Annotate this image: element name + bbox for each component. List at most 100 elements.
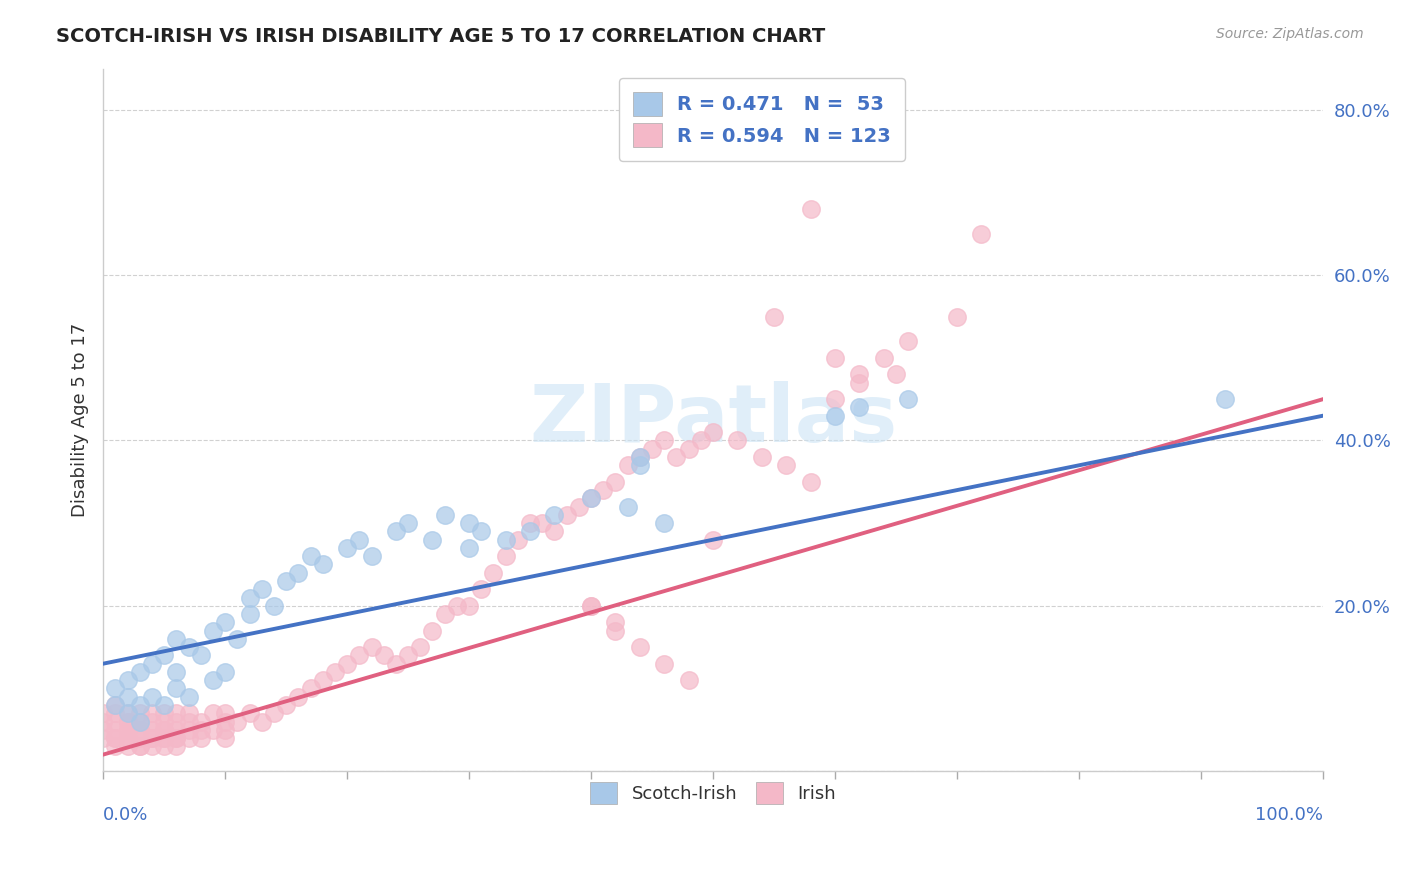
Point [458, 516, 481, 530]
Point [128, 698, 150, 712]
Point [605, 615, 627, 630]
Point [312, 558, 335, 572]
Point [385, 524, 408, 539]
Point [201, 673, 224, 688]
Point [165, 723, 187, 737]
Point [214, 731, 236, 745]
Point [117, 706, 139, 721]
Point [104, 723, 127, 737]
Text: ZIPatlas: ZIPatlas [529, 381, 897, 458]
Point [336, 657, 359, 671]
Point [165, 731, 187, 745]
Point [141, 731, 163, 745]
Point [141, 657, 163, 671]
Point [422, 624, 444, 638]
Point [117, 723, 139, 737]
Point [824, 392, 846, 406]
Point [555, 508, 578, 522]
Point [800, 475, 823, 489]
Point [605, 624, 627, 638]
Point [652, 516, 675, 530]
Point [104, 681, 127, 696]
Point [349, 648, 371, 663]
Point [751, 450, 773, 464]
Point [177, 731, 200, 745]
Point [470, 582, 492, 597]
Point [652, 434, 675, 448]
Point [495, 549, 517, 564]
Point [616, 500, 638, 514]
Point [287, 690, 309, 704]
Point [177, 706, 200, 721]
Point [396, 516, 419, 530]
Point [153, 648, 176, 663]
Point [201, 706, 224, 721]
Point [117, 731, 139, 745]
Point [153, 698, 176, 712]
Point [153, 723, 176, 737]
Point [104, 731, 127, 745]
Point [214, 706, 236, 721]
Point [579, 491, 602, 506]
Point [238, 607, 260, 621]
Point [531, 516, 554, 530]
Point [165, 714, 187, 729]
Point [519, 524, 541, 539]
Point [238, 591, 260, 605]
Point [506, 533, 529, 547]
Point [201, 723, 224, 737]
Point [250, 582, 273, 597]
Point [104, 698, 127, 712]
Point [117, 731, 139, 745]
Y-axis label: Disability Age 5 to 17: Disability Age 5 to 17 [72, 323, 89, 517]
Point [128, 739, 150, 754]
Point [128, 714, 150, 729]
Point [873, 351, 896, 365]
Point [299, 681, 322, 696]
Point [177, 723, 200, 737]
Point [104, 714, 127, 729]
Point [727, 434, 749, 448]
Point [177, 690, 200, 704]
Point [287, 566, 309, 580]
Point [165, 681, 187, 696]
Point [702, 533, 724, 547]
Point [141, 714, 163, 729]
Point [91, 723, 114, 737]
Point [409, 640, 432, 655]
Point [1215, 392, 1237, 406]
Point [153, 706, 176, 721]
Point [128, 723, 150, 737]
Point [336, 541, 359, 555]
Point [128, 739, 150, 754]
Point [433, 607, 456, 621]
Text: 0.0%: 0.0% [103, 806, 149, 824]
Point [165, 706, 187, 721]
Point [824, 409, 846, 423]
Point [848, 401, 870, 415]
Point [848, 103, 870, 117]
Point [349, 533, 371, 547]
Point [848, 368, 870, 382]
Point [128, 714, 150, 729]
Point [165, 665, 187, 679]
Point [616, 458, 638, 473]
Point [652, 657, 675, 671]
Point [117, 714, 139, 729]
Point [446, 599, 468, 613]
Point [385, 657, 408, 671]
Point [263, 706, 285, 721]
Legend: Scotch-Irish, Irish: Scotch-Irish, Irish [583, 775, 844, 812]
Point [848, 376, 870, 390]
Point [117, 706, 139, 721]
Point [323, 665, 346, 679]
Point [946, 310, 969, 324]
Point [543, 508, 565, 522]
Point [665, 450, 688, 464]
Point [641, 442, 664, 456]
Point [177, 714, 200, 729]
Text: Source: ZipAtlas.com: Source: ZipAtlas.com [1216, 27, 1364, 41]
Point [433, 508, 456, 522]
Point [117, 690, 139, 704]
Point [678, 673, 700, 688]
